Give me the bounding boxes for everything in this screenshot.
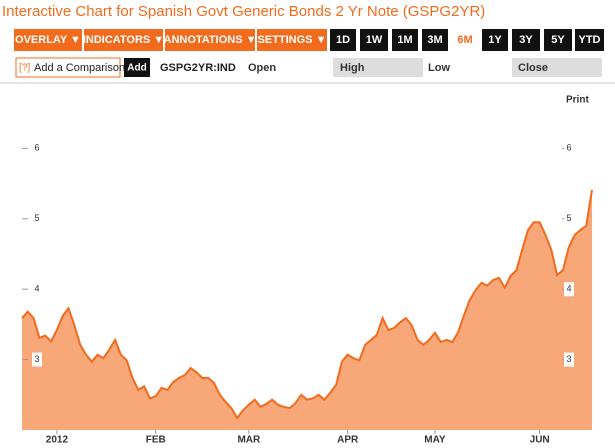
y-tick-label: 4: [566, 284, 571, 294]
y-tick-label: 5: [34, 213, 39, 223]
y-label-bg: [564, 211, 574, 226]
x-tick-label: JUN: [530, 435, 550, 446]
x-tick-label: FEB: [146, 435, 166, 446]
range-label: 1M: [397, 34, 412, 46]
range-label: 1W: [366, 34, 383, 46]
menu-label: ANNOTATIONS ▼: [164, 34, 257, 46]
help-icon: [?]: [19, 63, 30, 74]
range-label: 1D: [336, 34, 350, 46]
range-label: 3M: [427, 34, 442, 46]
menu-label: SETTINGS ▼: [258, 34, 327, 46]
page-title: Interactive Chart for Spanish Govt Gener…: [2, 3, 485, 20]
comparison-placeholder: Add a Comparison: [34, 62, 125, 74]
quote-box: [512, 58, 602, 77]
x-tick-label: 2012: [46, 435, 69, 446]
range-button[interactable]: [422, 29, 448, 51]
y-label-bg: [32, 211, 42, 226]
add-button[interactable]: [124, 58, 150, 77]
quote-field: Open: [248, 62, 276, 74]
range-label: 1Y: [488, 34, 502, 46]
quote-field: Low: [428, 62, 450, 74]
range-button[interactable]: [330, 29, 356, 51]
y-label-bg: [564, 352, 574, 367]
range-button[interactable]: [392, 29, 418, 51]
area-line: [21, 189, 593, 420]
range-button[interactable]: [544, 29, 572, 51]
quote-field: High: [340, 62, 365, 74]
menu-label: OVERLAY ▼: [15, 34, 81, 46]
y-label-bg: [32, 141, 42, 156]
x-tick-label: MAY: [424, 435, 446, 446]
menu-label: INDICATORS ▼: [83, 34, 164, 46]
range-button[interactable]: [452, 29, 478, 51]
x-tick-label: MAR: [237, 435, 261, 446]
y-tick-label: 4: [34, 284, 39, 294]
range-button[interactable]: [482, 29, 508, 51]
y-tick-label: 3: [34, 354, 39, 364]
range-button[interactable]: [360, 29, 388, 51]
quote-symbol: GSPG2YR:IND: [160, 62, 236, 74]
add-label: Add: [127, 63, 146, 74]
y-label-bg: [564, 282, 574, 297]
area-fill: [22, 189, 592, 430]
range-button[interactable]: [575, 29, 604, 51]
range-label: YTD: [579, 34, 601, 46]
y-label-bg: [32, 282, 42, 297]
menu-button[interactable]: [14, 29, 82, 51]
print-link[interactable]: Print: [566, 95, 589, 106]
menu-button[interactable]: [165, 29, 255, 51]
comparison-input[interactable]: [15, 57, 121, 78]
y-tick-label: 6: [34, 143, 39, 153]
range-label: 3Y: [519, 34, 533, 46]
range-button[interactable]: [512, 29, 540, 51]
x-tick-label: APR: [337, 435, 359, 446]
range-label: 5Y: [551, 34, 565, 46]
y-label-bg: [564, 141, 574, 156]
menu-button[interactable]: [84, 29, 163, 51]
range-label: 6M: [457, 34, 472, 46]
y-tick-label: 5: [566, 213, 571, 223]
y-tick-label: 3: [566, 354, 571, 364]
y-label-bg: [32, 352, 42, 367]
menu-button[interactable]: [257, 29, 327, 51]
quote-box: [333, 58, 423, 77]
y-tick-label: 6: [566, 143, 571, 153]
quote-field: Close: [518, 62, 548, 74]
